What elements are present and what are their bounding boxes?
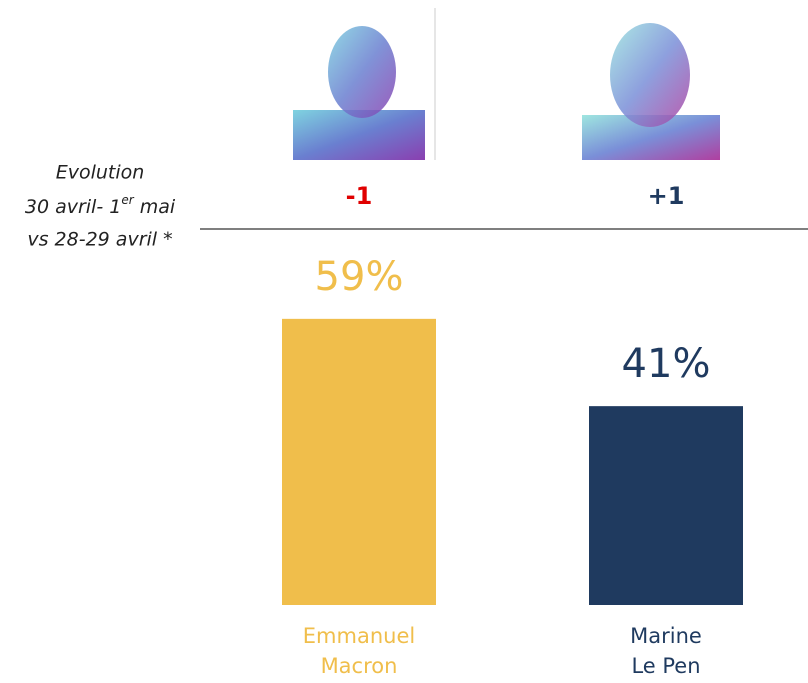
photo-le-pen (582, 23, 720, 160)
evolution-title: Evolution 30 avril- 1er mai vs 28-29 avr… (25, 162, 176, 251)
photo-macron (293, 26, 425, 160)
category-label: Marine Le Pen (630, 624, 702, 678)
evolution-title-line: vs 28-29 avril * (27, 229, 172, 251)
evolution-value: -1 (346, 182, 373, 210)
evolution-title-line: Evolution (56, 162, 145, 184)
evolution-value: +1 (648, 182, 685, 210)
category-label: Emmanuel Macron (303, 624, 415, 678)
text: mai (134, 196, 176, 218)
category-label-line: Marine (630, 624, 702, 648)
bar (282, 319, 436, 605)
bar (589, 406, 743, 605)
category-label-line: Le Pen (631, 654, 700, 678)
chart: Evolution 30 avril- 1er mai vs 28-29 avr… (0, 0, 808, 683)
evolution-title-line: 30 avril- 1er mai (25, 193, 176, 218)
value-label: 41% (622, 341, 711, 387)
value-label: 59% (315, 254, 404, 300)
text: 30 avril- 1 (25, 196, 121, 218)
category-label-line: Emmanuel (303, 624, 415, 648)
category-label-line: Macron (321, 654, 398, 678)
